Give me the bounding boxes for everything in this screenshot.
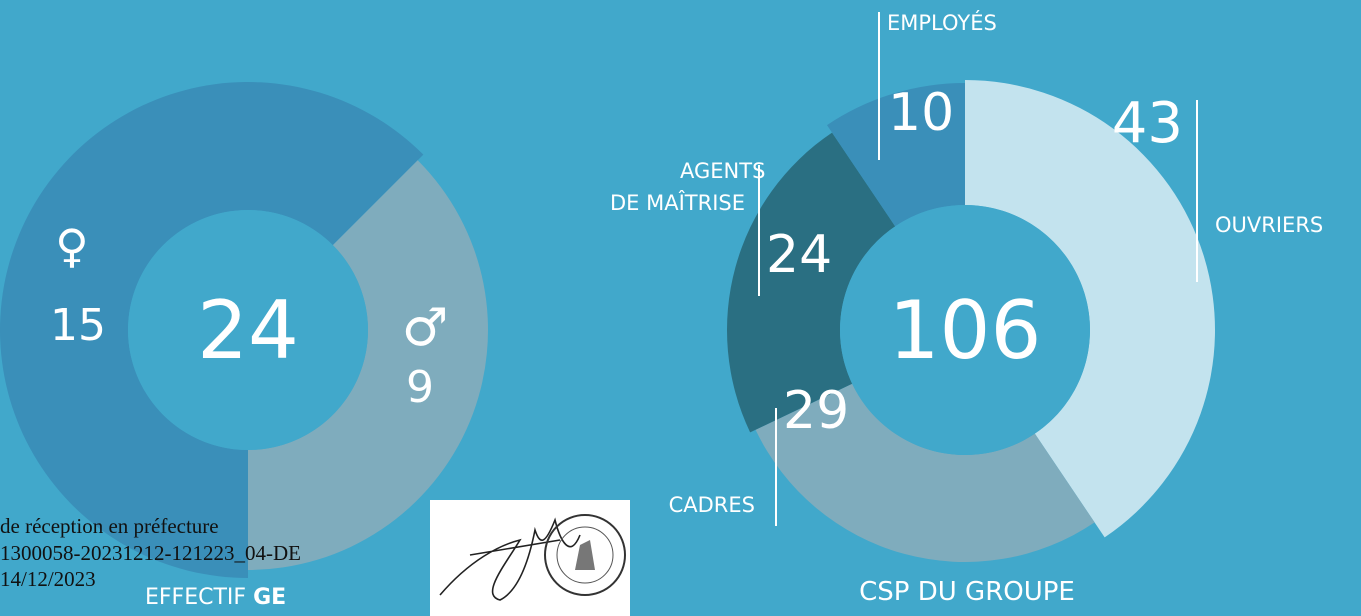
signature-background — [430, 500, 630, 616]
category-label: CADRES — [669, 493, 755, 517]
category-label: AGENTS DE MAÎTRISE — [610, 159, 765, 215]
category-label-line: AGENTS — [680, 159, 765, 183]
donut-segment — [0, 82, 424, 578]
total-label: 24 — [197, 284, 299, 377]
donut-segment — [755, 383, 1095, 562]
seal — [544, 514, 626, 596]
leader-lines — [758, 12, 1198, 526]
stamp-text: de réception en préfecture — [0, 514, 219, 538]
total-label: 106 — [889, 284, 1042, 377]
donut-segment — [248, 160, 489, 570]
value-label: 29 — [783, 381, 849, 441]
charts: 24 ♀ 15 ♂9 EFFECTIF GE 106 OUVRIERS 43 CADRES 29 AG… — [0, 10, 1323, 610]
signature — [439, 517, 581, 601]
value-label: 10 — [888, 83, 954, 143]
donut-hole — [128, 210, 368, 450]
value-label: 9 — [406, 362, 434, 413]
chart-title: EFFECTIF — [145, 585, 246, 610]
signature-box — [430, 500, 630, 616]
stamp-text: 1300058-20231212-121223_04-DE — [0, 541, 301, 565]
chart-title: CSP DU GROUPE — [859, 577, 1075, 607]
category-label: EMPLOYÉS — [887, 10, 997, 35]
category-label-line: DE MAÎTRISE — [610, 190, 745, 215]
stamp-text: 14/12/2023 — [0, 567, 96, 591]
seal-emblem — [575, 540, 595, 570]
category-label: ♂ — [402, 298, 449, 358]
chart-title-bold: GE — [253, 585, 286, 610]
donut-segment — [727, 132, 896, 433]
value-label: 15 — [50, 300, 106, 351]
value-label: 43 — [1112, 91, 1183, 156]
category-label: OUVRIERS — [1215, 213, 1323, 237]
category-label: ♀ — [55, 219, 89, 273]
value-label: 24 — [766, 225, 832, 285]
donut-segment — [965, 80, 1216, 538]
donut-segment — [827, 83, 965, 227]
seal-inner — [556, 526, 614, 584]
donut-hole — [840, 205, 1090, 455]
